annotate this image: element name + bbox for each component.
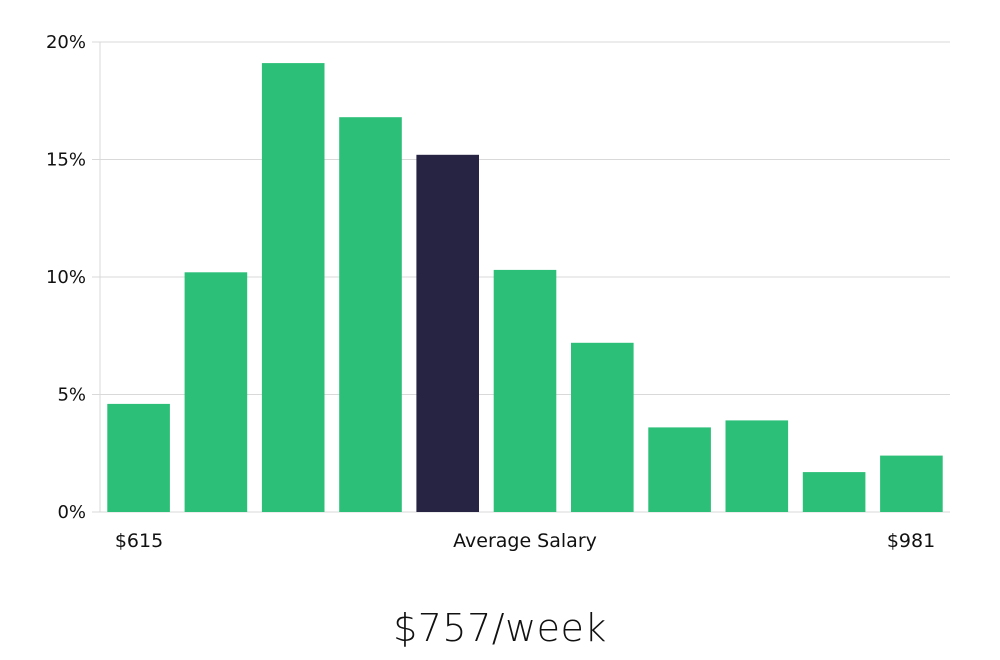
bar [339, 117, 402, 512]
y-tick-label: 15% [46, 150, 86, 171]
x-label-max: $981 [887, 530, 935, 552]
bars [107, 63, 943, 513]
bar [725, 420, 789, 512]
bar [880, 455, 943, 512]
y-axis: 0% 5% 10% 15% 20% [46, 32, 101, 523]
x-axis-labels: $615 Average Salary $981 [115, 530, 935, 552]
bar [571, 342, 634, 512]
bar [261, 63, 325, 512]
x-label-min: $615 [115, 530, 163, 552]
bar [184, 272, 248, 512]
bar [802, 472, 866, 512]
bar-average-highlight [416, 154, 479, 513]
y-tick-label: 10% [46, 267, 86, 288]
bar [107, 403, 170, 512]
average-salary-headline: $757/week [393, 606, 607, 650]
y-tick-label: 20% [46, 32, 86, 53]
salary-histogram: 0% 5% 10% 15% 20% $615 Average Salary $981 [46, 32, 950, 552]
y-tick-label: 5% [57, 385, 86, 406]
bar [648, 427, 711, 512]
y-tick-label: 0% [57, 502, 86, 523]
bar [493, 269, 557, 512]
x-label-average: Average Salary [453, 530, 597, 552]
